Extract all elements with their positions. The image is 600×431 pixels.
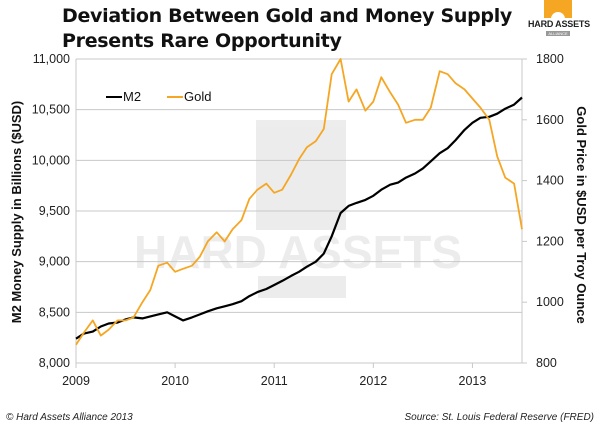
x-tick-label: 2013 — [459, 374, 487, 388]
hard-assets-logo: HARD ASSETS ALLIANCE — [524, 0, 594, 44]
x-axis-ticks: 2009 2010 2011 2012 2013 — [62, 363, 486, 388]
copyright-text: © Hard Assets Alliance 2013 — [6, 412, 133, 423]
x-tick-label: 2011 — [261, 374, 288, 388]
y-axis-label: M2 Money Supply in Billions ($USD) — [9, 101, 24, 323]
legend-m2-label: M2 — [123, 89, 141, 104]
left-axis-ticks: 8,000 8,500 9,000 9,500 10,000 10,500 11,000 — [32, 52, 70, 370]
y-tick-label: 11,000 — [33, 52, 70, 66]
source-text: Source: St. Louis Federal Reserve (FRED) — [404, 412, 594, 423]
y-tick-label: 10,000 — [32, 153, 70, 167]
y2-tick-label: 1400 — [536, 174, 564, 188]
logo-sub: ALLIANCE — [546, 31, 570, 36]
y-tick-label: 8,000 — [39, 356, 70, 370]
y2-tick-label: 1600 — [536, 113, 564, 127]
y-tick-label: 10,500 — [32, 103, 70, 117]
y-tick-label: 8,500 — [39, 305, 70, 319]
x-tick-label: 2009 — [62, 374, 90, 388]
x-tick-label: 2010 — [161, 374, 189, 388]
y2-tick-label: 1000 — [536, 295, 564, 309]
chart-title-line-1: Deviation Between Gold and Money Supply — [62, 5, 513, 27]
logo-block-icon — [544, 0, 572, 18]
series-lines — [75, 58, 523, 346]
legend: M2 Gold — [106, 89, 211, 104]
y2-tick-label: 1200 — [536, 234, 564, 248]
logo-arch-shape — [551, 12, 565, 20]
chart-title: Deviation Between Gold and Money Supply … — [62, 4, 512, 54]
y-tick-label: 9,000 — [39, 255, 70, 269]
y2-tick-label: 1800 — [536, 52, 564, 66]
y2-tick-label: 800 — [536, 356, 557, 370]
logo-name: HARD ASSETS — [528, 19, 590, 29]
watermark-block — [256, 120, 346, 230]
y2-axis-label: Gold Price in $USD per Troy Ounce — [574, 106, 589, 323]
axes — [75, 59, 527, 367]
y-tick-label: 9,500 — [39, 204, 70, 218]
watermark-text: HARD ASSETS — [134, 226, 462, 278]
x-tick-label: 2012 — [359, 374, 387, 388]
right-axis-ticks: 800 1000 1200 1400 1600 1800 — [522, 52, 564, 370]
series-line-gold — [75, 58, 523, 346]
chart-title-line-2: Presents Rare Opportunity — [62, 30, 342, 52]
series-line-m2 — [75, 96, 523, 340]
legend-gold-label: Gold — [184, 89, 211, 104]
